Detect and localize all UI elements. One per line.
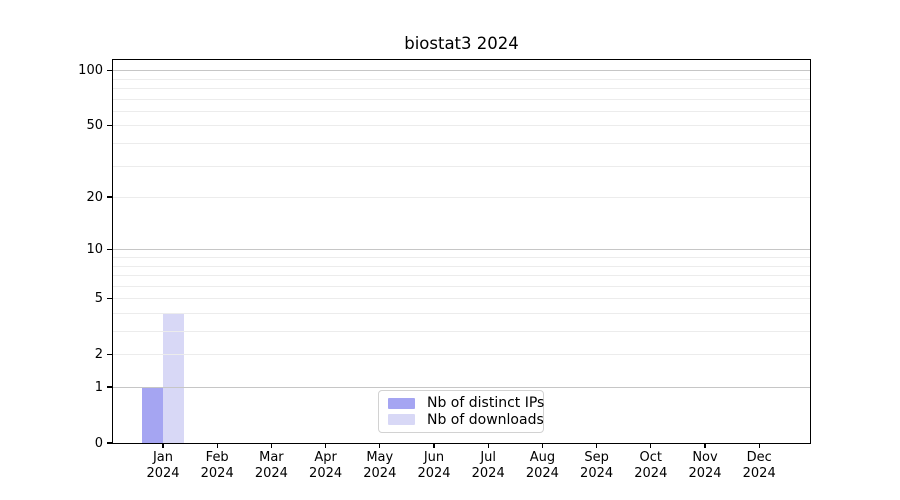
gridline-major <box>113 249 810 251</box>
y-tick <box>107 124 112 127</box>
legend-label-downloads: Nb of downloads <box>427 411 544 428</box>
x-tick-label: Jan 2024 <box>146 450 180 481</box>
gridline-minor <box>113 313 810 315</box>
x-tick-label: Apr 2024 <box>309 450 343 481</box>
y-tick-label: 100 <box>78 62 103 78</box>
y-tick <box>107 442 112 444</box>
gridline-minor <box>113 125 810 127</box>
x-tick-label: Dec 2024 <box>742 450 776 481</box>
y-tick <box>107 297 112 299</box>
y-tick-label: 50 <box>86 117 103 133</box>
gridline-minor <box>113 285 810 287</box>
x-tick <box>487 443 489 448</box>
x-tick <box>216 443 218 448</box>
y-tick <box>107 69 112 71</box>
gridline-minor <box>113 298 810 300</box>
x-tick-label: Nov 2024 <box>688 450 722 481</box>
gridline-major <box>113 387 810 389</box>
gridline-minor <box>113 275 810 277</box>
y-tick <box>107 196 112 198</box>
gridline-minor <box>113 257 810 259</box>
y-tick <box>107 353 112 355</box>
gridline-minor <box>113 78 810 80</box>
legend-swatch-distinct-ips <box>388 397 415 409</box>
gridline-major <box>113 70 810 72</box>
bar-downloads <box>163 313 184 443</box>
legend-label-distinct-ips: Nb of distinct IPs <box>427 395 545 412</box>
x-tick <box>324 443 327 448</box>
y-tick-label: 20 <box>86 189 103 205</box>
gridline-minor <box>113 165 810 167</box>
plot-area: Jan 2024 Feb 2024 Mar 2024 Apr 2024 May 2024 Jun 20… <box>113 60 810 481</box>
x-tick-label: Mar 2024 <box>254 450 288 481</box>
x-tick <box>595 443 598 448</box>
gridline-minor <box>113 88 810 90</box>
y-tick-label: 10 <box>86 241 103 257</box>
legend: Nb of distinct IPs Nb of downloads <box>378 390 544 433</box>
legend-entry-distinct-ips: Nb of distinct IPs <box>388 395 544 411</box>
gridline-minor <box>113 197 810 199</box>
x-tick-label: Oct 2024 <box>634 450 668 481</box>
legend-entry-downloads: Nb of downloads <box>388 412 544 428</box>
x-tick <box>541 443 544 448</box>
gridline-minor <box>113 143 810 145</box>
x-tick-label: May 2024 <box>363 450 397 481</box>
y-tick-label: 5 <box>94 290 103 306</box>
x-tick-label: Aug 2024 <box>525 450 559 481</box>
x-tick <box>650 443 652 448</box>
x-tick <box>162 443 164 448</box>
y-tick-label: 1 <box>94 379 103 395</box>
x-tick-label: Jun 2024 <box>417 450 451 481</box>
y-tick <box>107 248 112 251</box>
gridline-minor <box>113 354 810 356</box>
y-tick <box>107 386 112 388</box>
x-tick <box>270 443 273 448</box>
chart-title: biostat3 2024 <box>404 34 519 53</box>
x-tick <box>758 443 760 448</box>
y-tick-label: 2 <box>94 346 103 362</box>
legend-swatch-downloads <box>388 414 415 426</box>
x-tick-label: Sep 2024 <box>580 450 614 481</box>
y-tick-label: 0 <box>94 435 103 451</box>
x-tick <box>379 443 381 448</box>
x-tick <box>704 443 706 448</box>
gridline-minor <box>113 265 810 267</box>
x-tick-label: Jul 2024 <box>471 450 505 481</box>
x-tick <box>433 443 435 448</box>
x-tick-label: Feb 2024 <box>200 450 234 481</box>
gridline-minor <box>113 111 810 112</box>
gridline-minor <box>113 331 810 333</box>
bar-distinct-ips <box>142 387 163 443</box>
gridline-minor <box>113 98 810 100</box>
